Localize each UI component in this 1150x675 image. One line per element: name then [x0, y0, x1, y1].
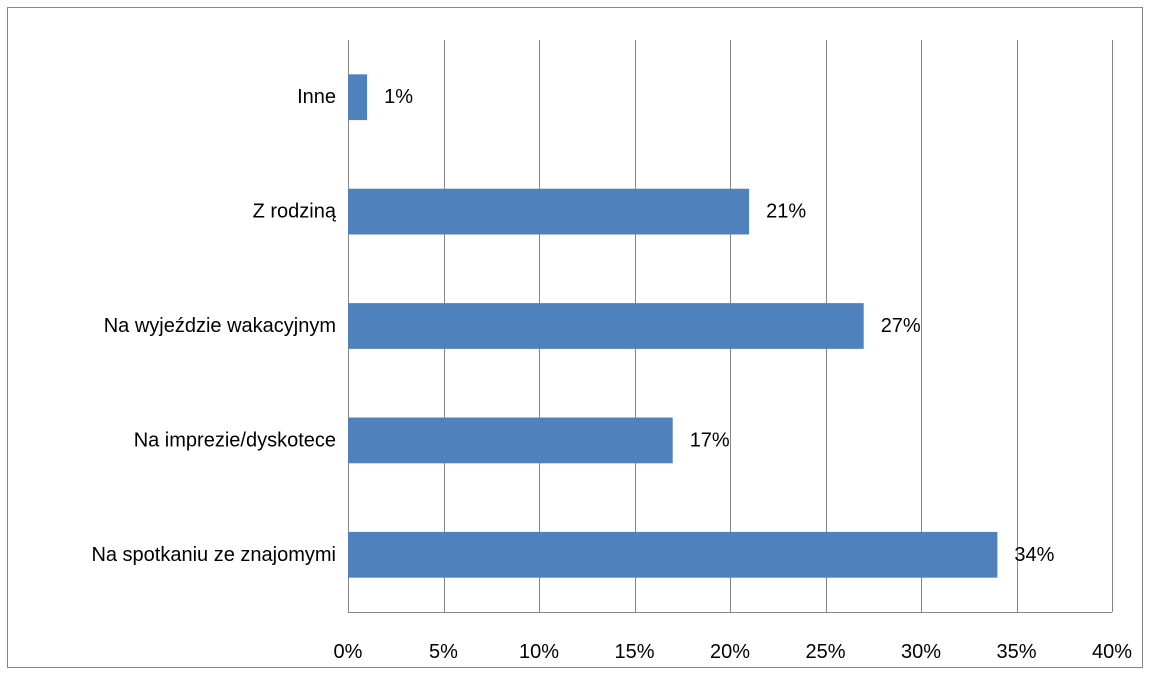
- x-tick-labels: 0% 5% 10% 15% 20% 25% 30% 35% 40%: [334, 641, 1133, 663]
- data-label-3: 17%: [690, 429, 730, 451]
- category-label-1: Z rodziną: [253, 201, 337, 223]
- data-label-1: 21%: [766, 201, 806, 223]
- category-label-4: Na spotkaniu ze znajomymi: [91, 544, 336, 566]
- bar-4: [348, 531, 998, 578]
- x-tick-label-5: 25%: [805, 641, 845, 663]
- bar-1: [348, 188, 750, 235]
- category-labels: Inne Z rodziną Na wyjeździe wakacyjnym Na i…: [91, 86, 336, 566]
- x-tick-label-7: 35%: [996, 641, 1036, 663]
- category-label-2: Na wyjeździe wakacyjnym: [104, 315, 336, 337]
- x-tick-label-8: 40%: [1092, 641, 1132, 663]
- data-label-2: 27%: [881, 315, 921, 337]
- bar-0: [348, 74, 368, 121]
- bar-3: [348, 417, 673, 464]
- x-tick-label-4: 20%: [710, 641, 750, 663]
- x-tick-label-2: 10%: [519, 641, 559, 663]
- category-label-0: Inne: [297, 86, 336, 108]
- data-label-0: 1%: [384, 86, 413, 108]
- x-tick-label-1: 5%: [429, 641, 458, 663]
- x-tick-label-0: 0%: [334, 641, 363, 663]
- x-tick-label-6: 30%: [901, 641, 941, 663]
- x-tick-label-3: 15%: [614, 641, 654, 663]
- chart-frame: [7, 7, 1143, 668]
- category-label-3: Na imprezie/dyskotece: [134, 429, 336, 451]
- gridlines: [348, 40, 1113, 613]
- data-labels: 1% 21% 27% 17% 34%: [384, 86, 1055, 566]
- bars: [348, 74, 998, 578]
- bar-2: [348, 303, 864, 349]
- data-label-4: 34%: [1014, 544, 1054, 566]
